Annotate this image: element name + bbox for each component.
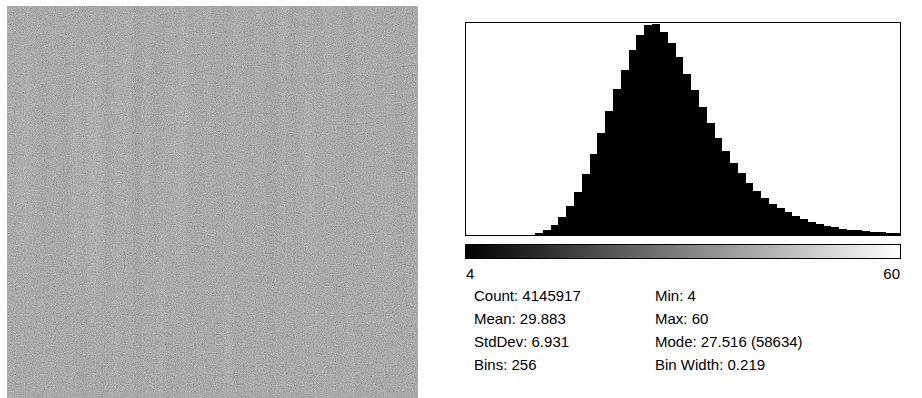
histogram-bar (784, 212, 792, 236)
histogram-bar (706, 123, 714, 236)
figure: 4 60 Count: 4145917 Mean: 29.883 StdDev: 6.9… (0, 0, 922, 398)
histogram-bar (613, 89, 621, 236)
histogram-bar (652, 24, 660, 236)
histogram-bar (667, 43, 675, 236)
histogram-bar (683, 74, 691, 236)
x-tick-label: 4 (466, 265, 474, 282)
histogram-bar (675, 57, 683, 236)
histogram-bar (605, 111, 613, 236)
histogram-bar (551, 225, 559, 236)
histogram-bar (660, 32, 668, 236)
histogram-bar (714, 138, 722, 236)
histogram-bar (730, 163, 738, 236)
histogram-bar (597, 133, 605, 236)
histogram-bar (823, 226, 831, 236)
plot-background (465, 22, 901, 236)
stat-text: Min: 4 (655, 287, 696, 304)
histogram-bar (644, 25, 652, 236)
histogram-bar (691, 90, 699, 236)
stat-text: Mean: 29.883 (474, 310, 566, 327)
histogram-bar (753, 191, 761, 236)
stat-text: Mode: 27.516 (58634) (655, 333, 803, 350)
histogram-bar (558, 217, 566, 236)
stat-text: StdDev: 6.931 (474, 333, 569, 350)
histogram-bar (722, 151, 730, 236)
stat-text: Bins: 256 (474, 356, 537, 373)
histogram-bar (769, 204, 777, 236)
histogram-bar (792, 216, 800, 236)
histogram-bar (745, 183, 753, 236)
bars (512, 24, 901, 236)
histogram-bar (582, 174, 590, 236)
histogram-bar (776, 208, 784, 236)
plot-frame (466, 23, 901, 236)
histogram-bar (815, 224, 823, 236)
histogram-bar (621, 70, 629, 236)
histogram-bar (761, 198, 769, 236)
lut-frame (466, 245, 901, 259)
x-tick-label: 60 (883, 265, 900, 282)
histogram-bar (699, 107, 707, 236)
stat-text: Bin Width: 0.219 (655, 356, 765, 373)
histogram-bar (566, 206, 574, 236)
lut-bar (465, 244, 901, 259)
histogram-bar (839, 229, 847, 236)
histogram-bar (590, 154, 598, 236)
histogram-bar (831, 227, 839, 236)
stat-text: Count: 4145917 (474, 287, 581, 304)
sample-image (7, 6, 418, 398)
histogram-bar (800, 219, 808, 236)
histogram-bar (574, 192, 582, 236)
stat-text: Max: 60 (655, 310, 708, 327)
histogram-bar (738, 173, 746, 236)
histogram-bar (636, 35, 644, 236)
histogram-bar (808, 222, 816, 236)
histogram-bar (629, 50, 637, 236)
